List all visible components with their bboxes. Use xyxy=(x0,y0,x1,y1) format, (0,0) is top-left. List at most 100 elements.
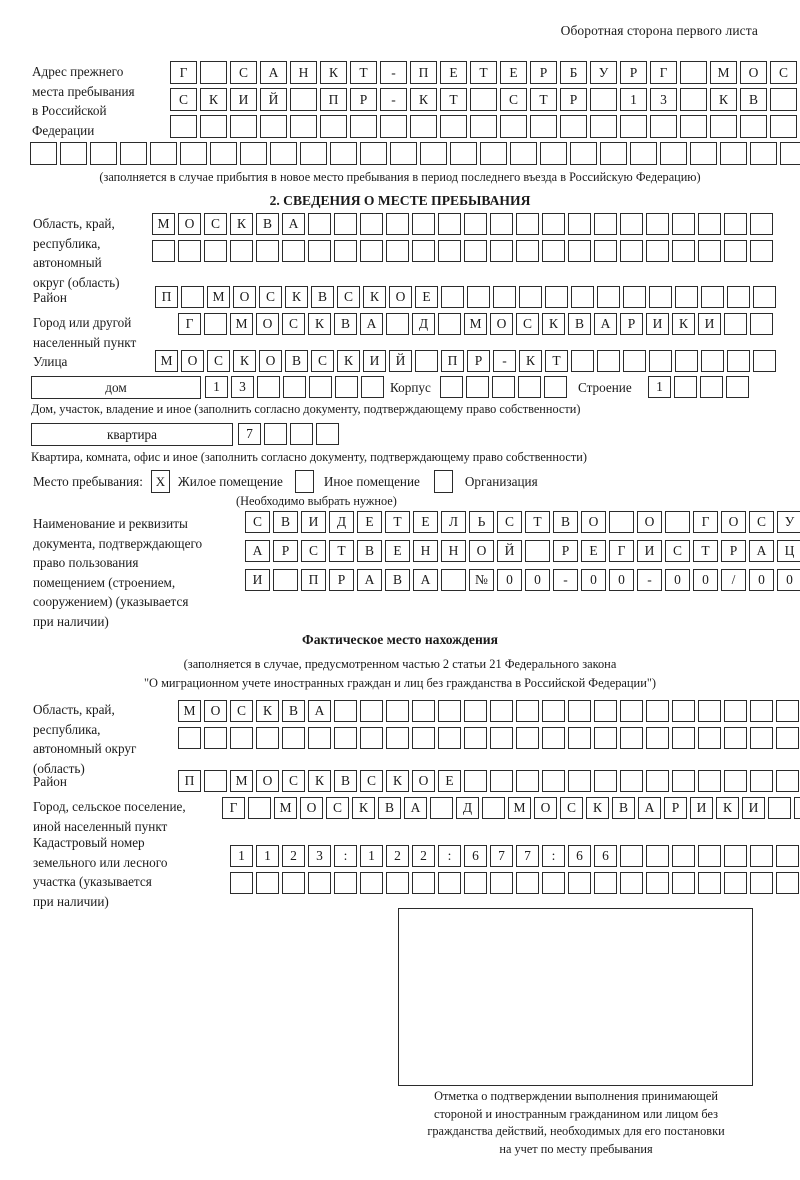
section2-city-cell[interactable]: М xyxy=(230,313,253,335)
actual-region-cell[interactable] xyxy=(334,727,357,749)
section2-region-cell[interactable] xyxy=(282,240,305,262)
prev-address-cell[interactable] xyxy=(500,115,527,138)
document-cell[interactable]: Н xyxy=(413,540,438,562)
section2-city-cell[interactable] xyxy=(438,313,461,335)
document-cell[interactable]: Ц xyxy=(777,540,800,562)
actual-region-cell[interactable]: М xyxy=(178,700,201,722)
prev-address-cell[interactable] xyxy=(230,115,257,138)
prev-address-cell[interactable]: С xyxy=(230,61,257,84)
section2-city-cell[interactable]: Д xyxy=(412,313,435,335)
section2-region-cell[interactable] xyxy=(490,240,513,262)
cadastre-cell[interactable] xyxy=(438,872,461,894)
document-cell[interactable]: Н xyxy=(441,540,466,562)
section2-city-cell[interactable]: М xyxy=(464,313,487,335)
document-cell[interactable]: № xyxy=(469,569,494,591)
document-cell[interactable]: С xyxy=(665,540,690,562)
section2-region-cell[interactable] xyxy=(542,213,565,235)
document-cell[interactable]: А xyxy=(245,540,270,562)
section2-region-cell[interactable] xyxy=(360,213,383,235)
section2-city-cell[interactable]: И xyxy=(646,313,669,335)
cadastre-cell[interactable]: 2 xyxy=(386,845,409,867)
section2-region-cell[interactable] xyxy=(256,240,279,262)
prev-address-cell[interactable] xyxy=(390,142,417,165)
prev-address-cell[interactable] xyxy=(590,88,617,111)
stroenie-cell[interactable]: 1 xyxy=(648,376,671,398)
actual-region-cell[interactable] xyxy=(438,727,461,749)
actual-district-cell[interactable]: С xyxy=(360,770,383,792)
prev-address-cell[interactable] xyxy=(680,88,707,111)
korpus-cell[interactable] xyxy=(466,376,489,398)
cadastre-cell[interactable]: : xyxy=(334,845,357,867)
actual-region-cell[interactable] xyxy=(282,727,305,749)
section2-district-cell[interactable]: П xyxy=(155,286,178,308)
cadastre-cell[interactable] xyxy=(230,872,253,894)
document-cell[interactable]: О xyxy=(637,511,662,533)
document-cell[interactable]: 0 xyxy=(665,569,690,591)
section2-district-cell[interactable] xyxy=(571,286,594,308)
cadastre-cell[interactable] xyxy=(620,845,643,867)
actual-city-cell[interactable]: И xyxy=(690,797,713,819)
document-cell[interactable]: 0 xyxy=(497,569,522,591)
flat-cell[interactable] xyxy=(264,423,287,445)
section2-city-cell[interactable]: С xyxy=(516,313,539,335)
cadastre-cell[interactable]: 2 xyxy=(282,845,305,867)
document-cell[interactable]: / xyxy=(721,569,746,591)
actual-district-cell[interactable]: О xyxy=(256,770,279,792)
actual-district-cell[interactable] xyxy=(750,770,773,792)
actual-city-cell[interactable]: М xyxy=(508,797,531,819)
document-cell[interactable]: С xyxy=(749,511,774,533)
actual-district-cell[interactable] xyxy=(204,770,227,792)
prev-address-cell[interactable] xyxy=(200,115,227,138)
document-cell[interactable]: В xyxy=(553,511,578,533)
section2-region-cell[interactable] xyxy=(334,240,357,262)
document-cell[interactable] xyxy=(273,569,298,591)
section2-district-cell[interactable] xyxy=(753,286,776,308)
cadastre-cell[interactable] xyxy=(750,845,773,867)
prev-address-cell[interactable] xyxy=(650,115,677,138)
section2-city-cell[interactable]: Г xyxy=(178,313,201,335)
section2-city-cell[interactable] xyxy=(724,313,747,335)
prev-address-cell[interactable] xyxy=(30,142,57,165)
document-cell[interactable]: Л xyxy=(441,511,466,533)
actual-region-cell[interactable] xyxy=(204,727,227,749)
section2-street-cell[interactable]: О xyxy=(259,350,282,372)
prev-address-cell[interactable]: К xyxy=(410,88,437,111)
section2-region-cell[interactable] xyxy=(204,240,227,262)
cadastre-cell[interactable] xyxy=(542,872,565,894)
section2-region-cell[interactable] xyxy=(698,240,721,262)
actual-district-cell[interactable] xyxy=(646,770,669,792)
section2-street-cell[interactable] xyxy=(753,350,776,372)
cadastre-cell[interactable] xyxy=(724,872,747,894)
actual-city-cell[interactable]: В xyxy=(378,797,401,819)
actual-region-cell[interactable] xyxy=(490,727,513,749)
cadastre-cell[interactable]: 1 xyxy=(256,845,279,867)
prev-address-cell[interactable]: Т xyxy=(530,88,557,111)
prev-address-cell[interactable]: Р xyxy=(620,61,647,84)
prev-address-cell[interactable]: Н xyxy=(290,61,317,84)
section2-region-cell[interactable]: В xyxy=(256,213,279,235)
actual-city-cell[interactable]: К xyxy=(586,797,609,819)
document-cell[interactable]: 0 xyxy=(609,569,634,591)
prev-address-cell[interactable] xyxy=(360,142,387,165)
section2-region-cell[interactable] xyxy=(516,240,539,262)
section2-city-cell[interactable] xyxy=(386,313,409,335)
section2-region-cell[interactable] xyxy=(724,213,747,235)
actual-region-cell[interactable] xyxy=(776,727,799,749)
actual-region-cell[interactable] xyxy=(620,727,643,749)
cadastre-cell[interactable] xyxy=(308,872,331,894)
section2-street-cell[interactable]: Р xyxy=(467,350,490,372)
actual-region-cell[interactable] xyxy=(230,727,253,749)
cadastre-cell[interactable] xyxy=(360,872,383,894)
document-cell[interactable]: 0 xyxy=(693,569,718,591)
actual-region-cell[interactable]: А xyxy=(308,700,331,722)
section2-region-row-2[interactable] xyxy=(152,240,773,262)
prev-address-cell[interactable] xyxy=(660,142,687,165)
cadastre-cell[interactable] xyxy=(776,845,799,867)
actual-region-cell[interactable]: О xyxy=(204,700,227,722)
section2-district-cell[interactable] xyxy=(441,286,464,308)
cadastre-cell[interactable]: 7 xyxy=(516,845,539,867)
prev-address-cell[interactable]: Е xyxy=(500,61,527,84)
stroenie-cells[interactable]: 1 xyxy=(648,376,749,398)
